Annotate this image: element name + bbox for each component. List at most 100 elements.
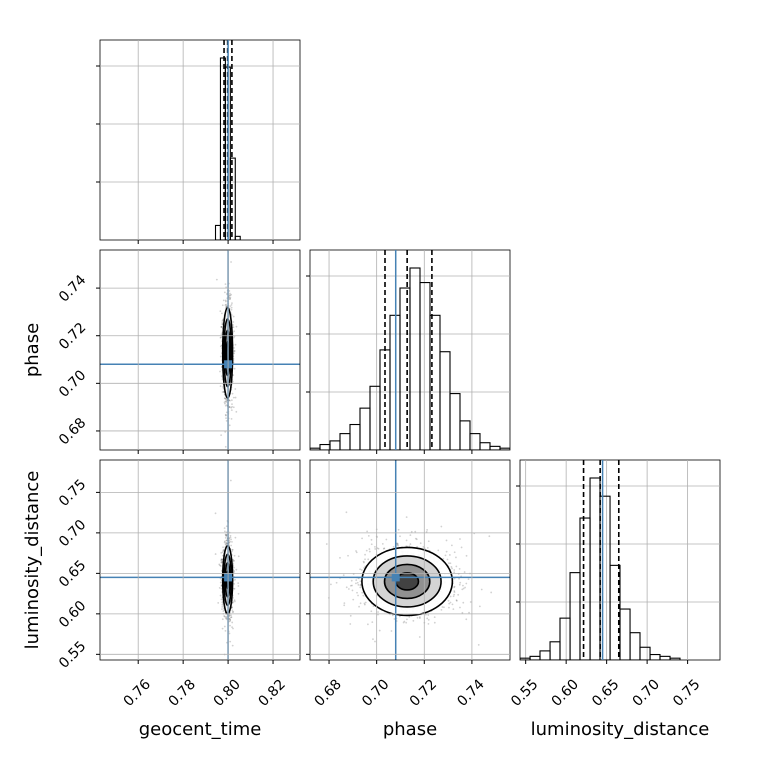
sample-point <box>232 406 235 409</box>
sample-point <box>351 589 354 592</box>
sample-point <box>446 558 449 561</box>
sample-point <box>374 545 376 548</box>
sample-point <box>364 601 367 604</box>
sample-point <box>359 584 362 587</box>
sample-point <box>453 551 456 554</box>
sample-point <box>447 599 450 602</box>
sample-point <box>220 558 223 561</box>
sample-point <box>416 545 419 548</box>
tick-label-phase-y: 0.68 <box>56 415 89 448</box>
sample-point <box>408 616 411 618</box>
sample-point <box>359 580 362 583</box>
sample-point <box>461 588 464 591</box>
sample-point <box>221 608 223 611</box>
hist-bar-luminosity_distance <box>589 477 601 660</box>
sample-point <box>418 636 421 638</box>
sample-point <box>370 543 373 546</box>
sample-point <box>219 345 222 348</box>
sample-point <box>224 543 227 545</box>
tick-label-geocent_time-x: 0.80 <box>211 676 244 709</box>
sample-point <box>452 595 455 598</box>
sample-point <box>469 601 472 603</box>
sample-point <box>355 550 357 552</box>
sample-point <box>356 581 359 584</box>
sample-point <box>228 290 231 292</box>
sample-point <box>418 616 421 618</box>
sample-point <box>218 586 221 589</box>
sample-point <box>453 586 456 589</box>
sample-point <box>460 546 463 549</box>
sample-point <box>385 538 388 541</box>
sample-point <box>223 615 226 617</box>
sample-point <box>225 305 227 308</box>
sample-point <box>230 406 233 409</box>
sample-point <box>378 629 381 632</box>
sample-point <box>368 548 371 550</box>
sample-point <box>467 578 470 581</box>
sample-point <box>453 591 456 594</box>
sample-point <box>465 582 468 585</box>
sample-point <box>414 537 417 540</box>
sample-point <box>220 561 223 564</box>
sample-point <box>232 562 235 565</box>
sample-point <box>221 320 224 322</box>
sample-point <box>339 556 341 559</box>
sample-point <box>465 618 468 621</box>
sample-point <box>225 399 228 402</box>
hist-bar-luminosity_distance <box>549 641 561 660</box>
sample-point <box>220 326 223 328</box>
hist-bar-phase <box>329 440 341 450</box>
sample-point <box>219 385 222 388</box>
sample-point <box>232 324 234 326</box>
sample-point <box>214 512 217 515</box>
sample-point <box>220 336 222 339</box>
sample-point <box>462 584 464 587</box>
tick-label-geocent_time-x: 0.76 <box>121 676 154 709</box>
sample-point <box>220 375 223 378</box>
sample-point <box>480 588 483 591</box>
sample-point <box>231 621 234 624</box>
tick-label-phase-y: 0.70 <box>56 367 89 400</box>
tick-label-phase-x: 0.74 <box>454 676 487 709</box>
sample-point <box>461 611 464 614</box>
sample-point <box>450 566 453 568</box>
sample-point <box>229 294 232 297</box>
sample-point <box>360 569 363 571</box>
sample-point <box>342 574 345 577</box>
sample-point <box>452 608 455 611</box>
hist-bar-luminosity_distance <box>599 495 611 660</box>
sample-point <box>234 343 237 346</box>
hist-bar-phase <box>459 420 471 450</box>
sample-point <box>220 312 223 315</box>
sample-point <box>229 619 232 621</box>
hist-bar-geocent_time <box>229 157 236 240</box>
sample-point <box>230 399 233 402</box>
sample-point <box>363 602 366 605</box>
density-panel-geocent_time-luminosity_distance <box>99 459 301 661</box>
sample-point <box>225 401 228 403</box>
sample-point <box>419 542 422 545</box>
sample-point <box>370 538 373 541</box>
sample-point <box>224 398 227 400</box>
sample-point <box>371 621 374 624</box>
sample-point <box>220 326 223 328</box>
sample-point <box>225 617 228 620</box>
xlabel-luminosity-distance: luminosity_distance <box>531 719 710 740</box>
sample-point <box>221 606 224 608</box>
sample-point <box>231 644 234 647</box>
density-group-geocent_time-phase <box>100 250 300 450</box>
sample-point <box>448 554 451 556</box>
sample-point <box>233 566 235 569</box>
sample-point <box>225 616 227 618</box>
sample-point <box>427 618 430 621</box>
sample-point <box>237 585 240 587</box>
ylabel-phase: phase <box>22 323 43 377</box>
sample-point <box>224 430 227 433</box>
sample-point <box>219 564 221 567</box>
sample-point <box>222 549 225 552</box>
sample-point <box>231 548 234 551</box>
sample-point <box>361 591 364 594</box>
sample-point <box>225 414 227 417</box>
sample-point <box>220 598 223 601</box>
